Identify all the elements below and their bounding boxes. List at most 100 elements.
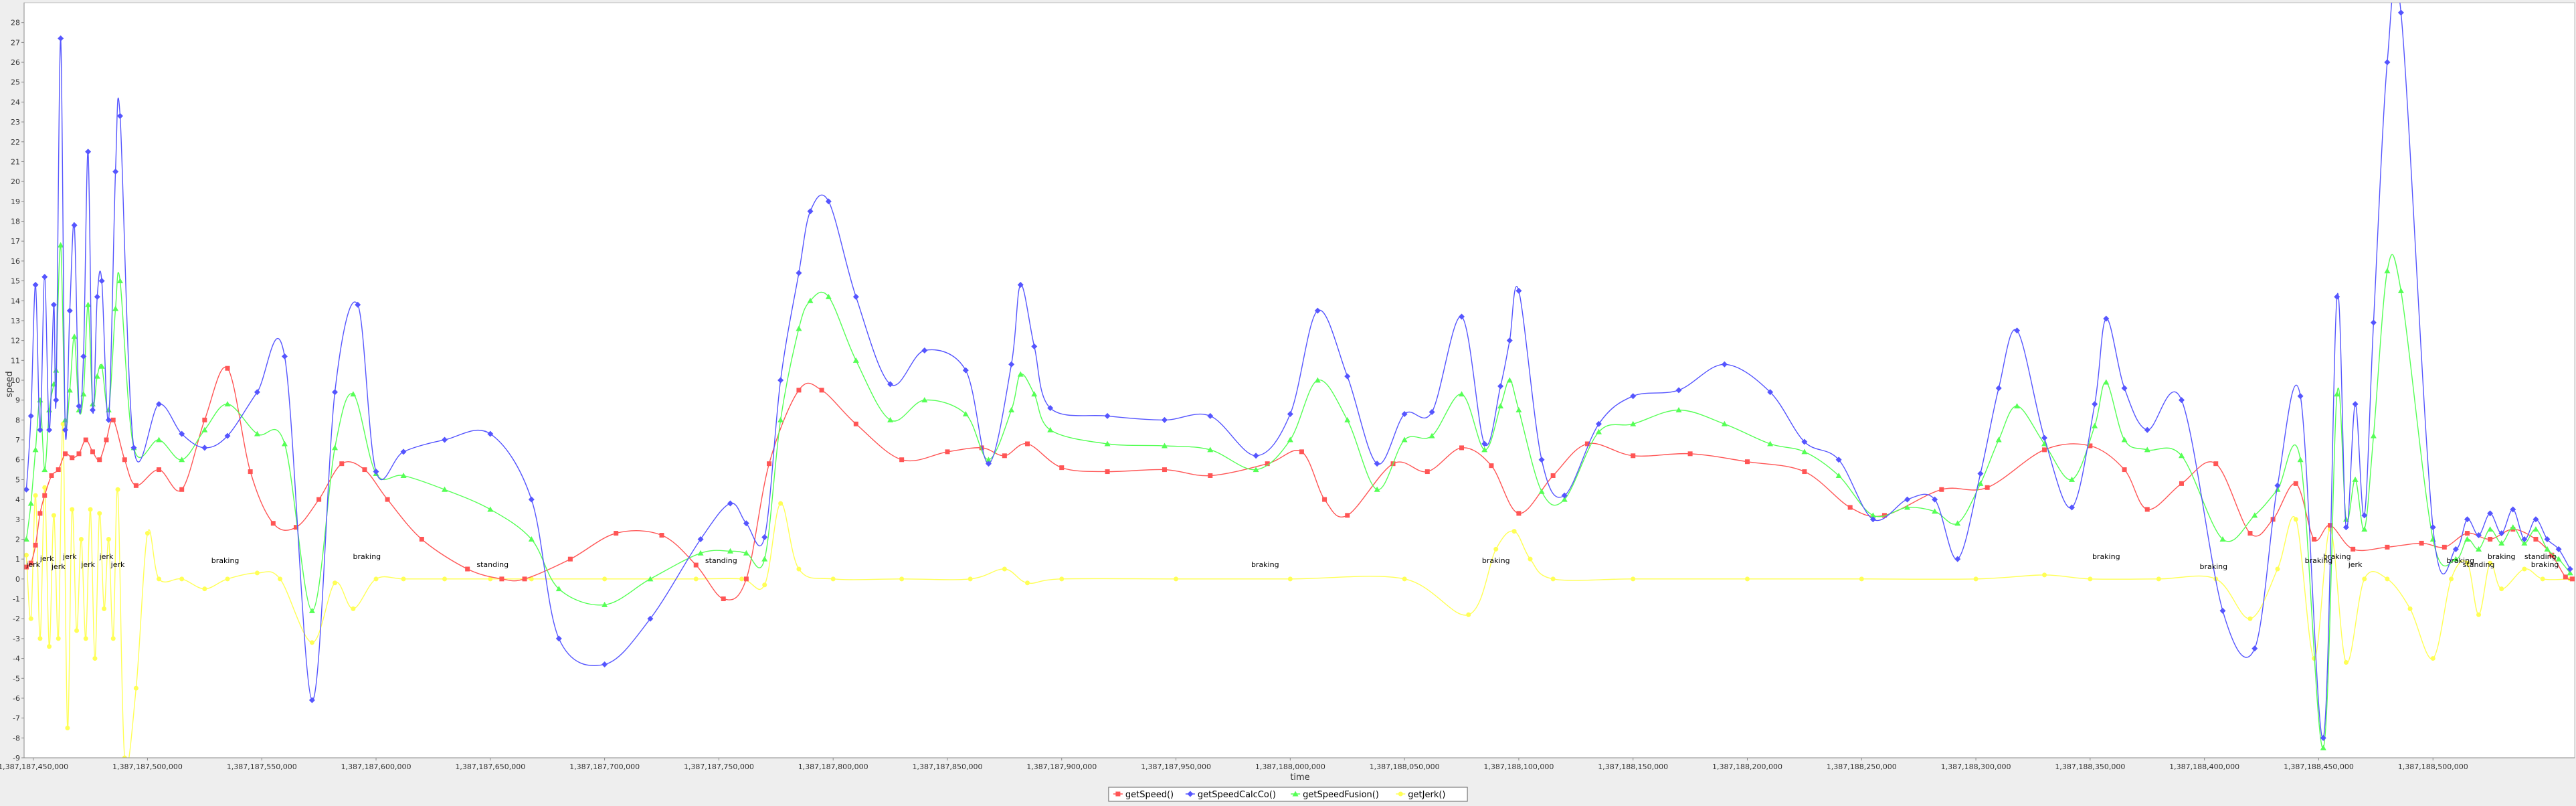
- data-point: [133, 483, 139, 488]
- data-point: [42, 493, 48, 498]
- data-point: [2334, 391, 2340, 397]
- data-point: [2178, 453, 2185, 459]
- y-tick-label: -4: [13, 655, 20, 663]
- data-point: [1344, 416, 1351, 422]
- data-point: [2351, 546, 2356, 552]
- data-point: [105, 416, 112, 423]
- data-point: [2464, 536, 2470, 542]
- series-2: [24, 242, 2573, 750]
- data-point: [1025, 441, 1030, 447]
- data-point: [528, 536, 535, 542]
- data-point: [70, 507, 75, 512]
- y-tick-label: 9: [15, 396, 20, 405]
- data-point: [2014, 403, 2021, 409]
- data-point: [1802, 469, 1807, 475]
- data-point: [2274, 486, 2281, 492]
- data-point: [442, 576, 448, 582]
- data-point: [1977, 480, 1984, 486]
- data-point: [1459, 313, 1465, 320]
- annotation-label: jerk: [51, 562, 66, 571]
- y-tick-label: 24: [11, 98, 20, 106]
- y-tick-label: -3: [13, 635, 20, 643]
- x-tick-label: 1,387,187,550,000: [227, 762, 297, 771]
- y-tick-label: -1: [13, 595, 20, 604]
- annotation-label: jerk: [39, 554, 54, 563]
- data-point: [1314, 377, 1321, 383]
- data-point: [2179, 481, 2184, 486]
- data-point: [761, 534, 768, 541]
- data-point: [1025, 580, 1030, 586]
- data-point: [332, 445, 339, 451]
- data-point: [2275, 566, 2280, 572]
- data-point: [156, 401, 163, 408]
- data-point: [2452, 546, 2459, 552]
- x-axis-title: time: [1290, 773, 1309, 783]
- data-point: [24, 552, 29, 558]
- data-point: [202, 417, 207, 422]
- data-point: [157, 576, 162, 582]
- legend-item: getSpeedCalcCo(): [1185, 790, 1276, 800]
- legend-label: getSpeed(): [1125, 790, 1174, 800]
- data-point: [2476, 532, 2482, 539]
- data-point: [24, 486, 29, 493]
- data-point: [224, 401, 231, 407]
- data-point: [1767, 389, 1774, 396]
- data-point: [1631, 453, 1636, 459]
- data-point: [1314, 307, 1321, 314]
- data-point: [2464, 531, 2470, 536]
- x-tick-label: 1,387,187,450,000: [0, 762, 68, 771]
- data-point: [401, 576, 406, 582]
- data-point: [37, 426, 43, 433]
- data-point: [743, 520, 749, 527]
- data-point: [115, 487, 120, 492]
- data-point: [98, 363, 105, 369]
- y-tick-label: 3: [15, 515, 20, 524]
- data-point: [1374, 461, 1380, 467]
- data-point: [112, 168, 119, 175]
- data-point: [1835, 472, 1842, 478]
- data-point: [1105, 469, 1110, 475]
- annotation-label: jerk: [110, 560, 125, 569]
- data-point: [2069, 476, 2076, 482]
- data-point: [94, 293, 100, 300]
- data-point: [1466, 612, 1471, 617]
- x-tick-label: 1,387,188,100,000: [1483, 762, 1554, 771]
- data-point: [1429, 408, 1435, 415]
- data-point: [37, 511, 43, 516]
- annotation-label: braking: [2323, 552, 2351, 561]
- data-point: [761, 556, 768, 562]
- data-point: [201, 445, 208, 451]
- y-tick-label: 26: [11, 58, 20, 67]
- data-point: [465, 566, 470, 572]
- data-point: [419, 536, 424, 542]
- y-tick-label: 25: [11, 78, 20, 87]
- data-point: [145, 531, 150, 536]
- data-point: [2293, 481, 2298, 486]
- x-tick-label: 1,387,187,650,000: [455, 762, 525, 771]
- data-point: [1767, 440, 1774, 447]
- data-point: [2121, 436, 2128, 442]
- data-point: [2476, 546, 2482, 552]
- y-tick-label: -7: [13, 714, 20, 723]
- data-point: [1595, 428, 1602, 434]
- data-point: [1584, 441, 1590, 447]
- data-point: [41, 467, 48, 473]
- data-point: [1401, 436, 1408, 442]
- data-point: [921, 397, 928, 403]
- data-point: [2385, 576, 2390, 582]
- data-point: [104, 437, 109, 442]
- annotation-label: braking: [211, 556, 240, 565]
- annotation-label: jerk: [80, 560, 95, 569]
- data-point: [130, 445, 137, 451]
- data-point: [2464, 560, 2470, 566]
- data-point: [442, 486, 448, 492]
- data-point: [1345, 513, 1350, 518]
- data-point: [46, 426, 53, 433]
- data-point: [762, 582, 767, 588]
- data-point: [2041, 440, 2048, 447]
- data-point: [1253, 467, 1259, 473]
- data-point: [529, 576, 534, 582]
- data-point: [33, 493, 38, 498]
